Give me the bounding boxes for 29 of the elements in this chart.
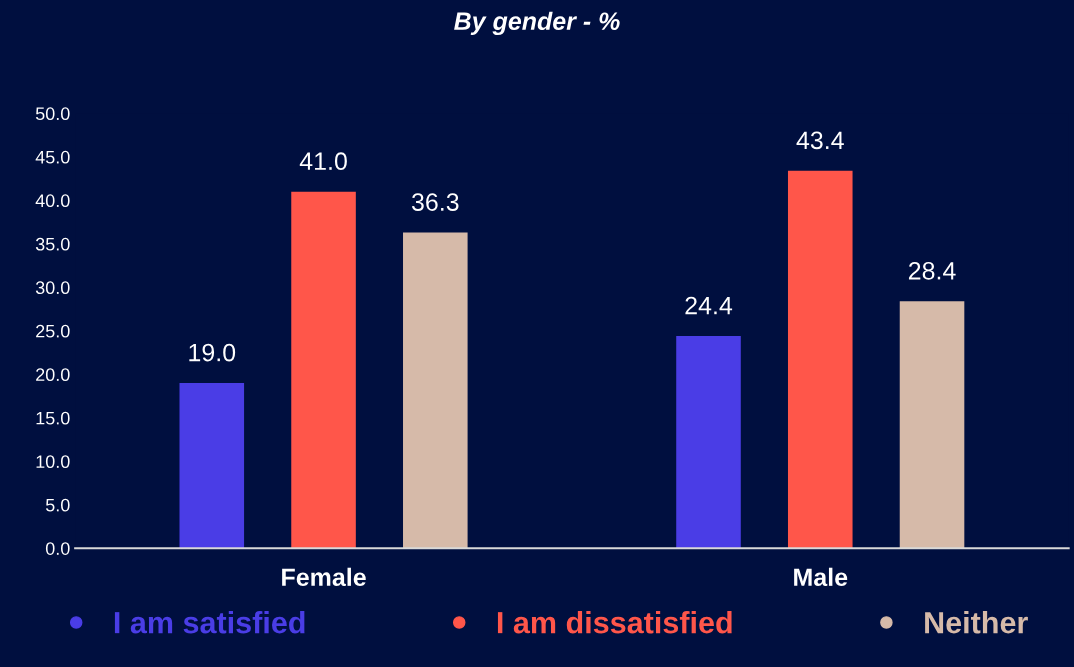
bar bbox=[291, 191, 356, 549]
data-label: 19.0 bbox=[189, 343, 236, 362]
y-tick-label: 40.0 bbox=[35, 194, 70, 208]
chart-title: By gender - % bbox=[454, 11, 620, 35]
y-tick-label: 5.0 bbox=[45, 498, 70, 512]
bar bbox=[787, 170, 853, 549]
bar bbox=[179, 383, 245, 549]
x-tick-label: Male bbox=[794, 567, 848, 587]
data-label: 36.3 bbox=[411, 193, 459, 211]
y-tick-label: 0.0 bbox=[45, 542, 70, 555]
bar bbox=[899, 301, 965, 549]
y-tick-label: 25.0 bbox=[36, 324, 70, 338]
data-label: 24.4 bbox=[685, 296, 733, 315]
legend-label: I am satisfied bbox=[114, 611, 305, 634]
legend-label: I am dissatisfied bbox=[497, 611, 732, 634]
data-label: 41.0 bbox=[299, 152, 347, 171]
y-tick-label: 35.0 bbox=[35, 237, 70, 251]
y-tick-label: 30.0 bbox=[35, 281, 70, 295]
bar bbox=[403, 232, 468, 549]
y-tick-label: 15.0 bbox=[36, 411, 70, 425]
y-tick-label: 10.0 bbox=[36, 455, 70, 469]
data-label: 28.4 bbox=[908, 261, 956, 280]
y-tick-label: 45.0 bbox=[35, 150, 70, 164]
legend-label: Neither bbox=[925, 611, 1028, 634]
data-label: 43.4 bbox=[796, 131, 844, 150]
bar bbox=[676, 336, 741, 549]
x-tick-label: Female bbox=[282, 567, 366, 587]
y-tick-label: 20.0 bbox=[36, 368, 70, 382]
y-tick-label: 50.0 bbox=[35, 107, 70, 121]
